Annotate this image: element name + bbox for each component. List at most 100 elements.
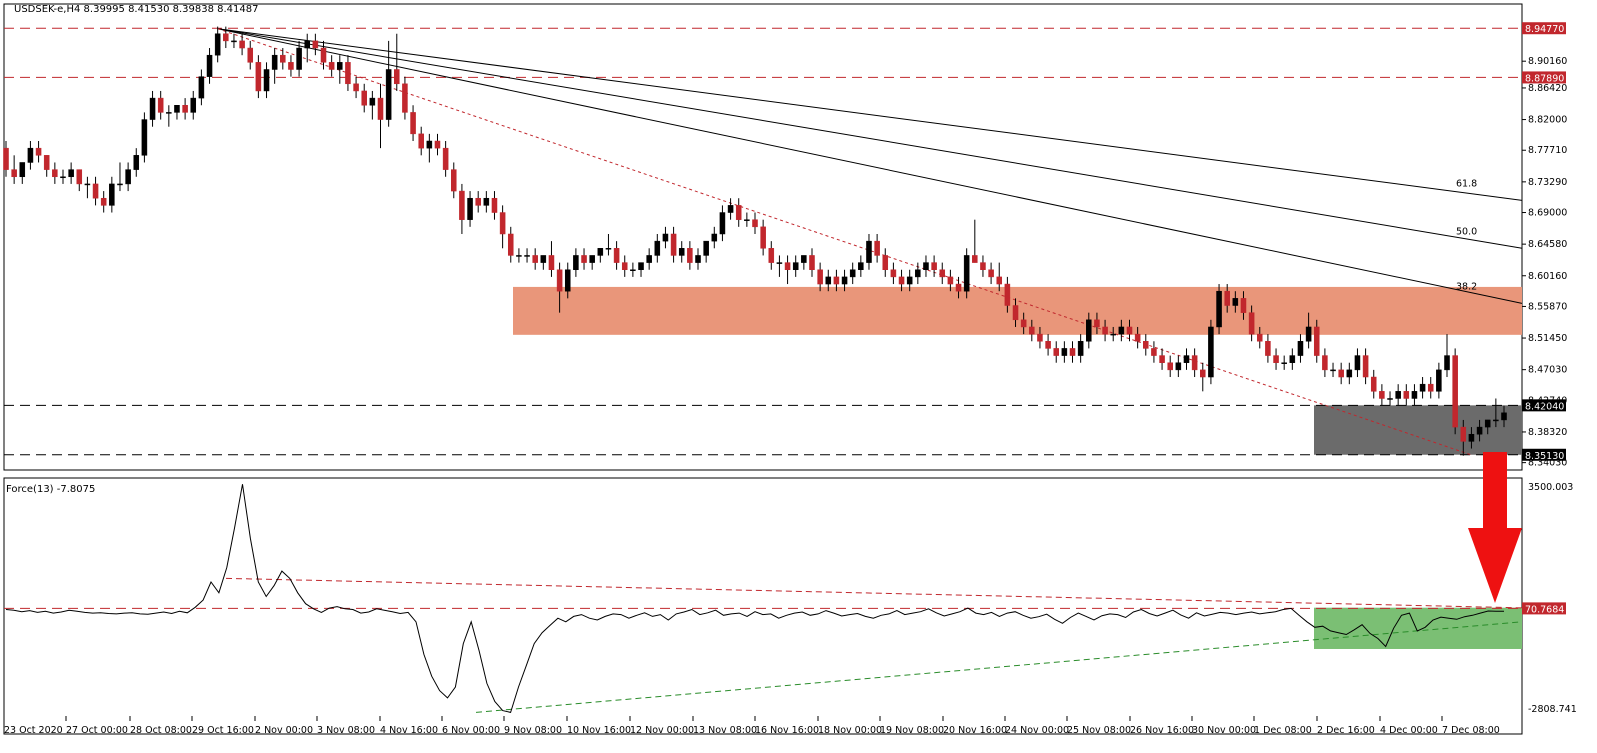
y-tick-label: 8.42740	[1528, 395, 1567, 406]
candle-body	[27, 147, 34, 163]
fib-fan-line	[217, 28, 1523, 249]
candle-body	[817, 269, 823, 285]
candle-body	[605, 248, 612, 250]
indicator-zone	[1314, 607, 1522, 649]
x-tick-label: 9 Nov 08:00	[504, 725, 562, 736]
candle-body	[841, 276, 848, 285]
candle-body	[735, 205, 742, 220]
candle-body	[906, 276, 913, 285]
candle-body	[92, 183, 99, 199]
x-tick-label: 19 Nov 08:00	[880, 725, 944, 736]
candle-body	[1094, 319, 1100, 328]
candle-body	[1493, 419, 1499, 422]
candle-body	[304, 40, 311, 49]
candle-body	[263, 69, 270, 92]
candle-body	[35, 147, 42, 156]
candle-body	[1484, 419, 1491, 428]
candle-body	[157, 97, 164, 113]
indicator-top-label: 3500.003	[1528, 482, 1573, 493]
candle-body	[206, 54, 213, 77]
indicator-bottom-label: -2808.741	[1528, 704, 1577, 715]
candle-body	[288, 62, 294, 70]
candle-body	[1126, 326, 1133, 335]
candle-body	[410, 112, 416, 135]
candle-body	[214, 33, 221, 56]
price-level-label: 8.35130	[1525, 451, 1564, 462]
candle-body	[711, 233, 718, 242]
x-tick-label: 2 Nov 00:00	[255, 725, 313, 736]
candle-body	[483, 197, 490, 206]
candle-body	[630, 269, 636, 271]
candle-body	[426, 140, 433, 149]
candle-body	[752, 219, 758, 228]
candle-body	[646, 255, 652, 263]
candle-body	[1330, 369, 1336, 372]
x-tick-label: 26 Nov 16:00	[1130, 725, 1194, 736]
candle-body	[1183, 355, 1190, 363]
candle-body	[1313, 326, 1320, 356]
price-level-label: 8.42040	[1525, 401, 1564, 412]
candle-body	[1159, 355, 1165, 363]
candle-body	[491, 197, 498, 213]
candle-body	[1411, 391, 1418, 399]
candle-body	[100, 197, 107, 206]
candle-body	[377, 97, 384, 120]
candle-body	[239, 40, 245, 49]
candle-body	[638, 262, 644, 270]
candle-body	[255, 62, 262, 92]
main-pane: 61.8 50.0 38.2	[3, 3, 1523, 471]
candle-body	[947, 276, 954, 285]
indicator-level-label: 70.7684	[1525, 604, 1564, 615]
price-level-tag	[1522, 22, 1566, 35]
candle-body	[1053, 348, 1060, 356]
candle-body	[507, 233, 514, 256]
candle-body	[972, 255, 978, 263]
candle-body	[1346, 369, 1353, 378]
candle-body	[1216, 290, 1222, 328]
candle-body	[654, 240, 661, 256]
candle-body	[695, 255, 701, 263]
candle-body	[670, 233, 677, 256]
candle-body	[662, 233, 669, 242]
x-tick-label: 29 Oct 16:00	[192, 725, 254, 736]
candle-body	[1362, 355, 1369, 378]
candle-body	[1151, 348, 1157, 356]
candle-body	[1232, 298, 1239, 306]
candle-body	[328, 62, 335, 70]
candle-body	[1379, 391, 1385, 399]
candle-body	[727, 205, 734, 213]
candle-body	[890, 269, 897, 278]
fib-fan-label: 61.8	[1456, 178, 1477, 189]
candle-body	[1199, 369, 1206, 378]
candle-body	[312, 40, 319, 49]
candle-body	[149, 97, 156, 120]
candle-body	[459, 190, 465, 220]
candle-body	[931, 262, 937, 270]
candle-body	[418, 133, 424, 149]
x-tick-label: 1 Dec 08:00	[1254, 725, 1312, 736]
candle-body	[1004, 283, 1011, 306]
y-tick-label: 8.82000	[1528, 115, 1567, 126]
candle-body	[52, 169, 58, 178]
candle-body	[1240, 298, 1247, 313]
candle-body	[1436, 369, 1442, 392]
candle-body	[1077, 341, 1084, 356]
candle-body	[1305, 326, 1312, 342]
candle-body	[1387, 398, 1393, 400]
chart-header: USDSEK-e,H4 8.39995 8.41530 8.39838 8.41…	[14, 4, 259, 15]
candle-body	[1167, 362, 1173, 371]
candle-body	[1395, 391, 1401, 399]
candle-body	[1403, 391, 1410, 399]
candle-body	[1427, 383, 1434, 392]
candle-body	[719, 212, 726, 235]
y-tick-label: 8.47030	[1528, 365, 1567, 376]
candle-body	[564, 269, 571, 292]
indicator-frame	[3, 477, 1523, 735]
candle-body	[1419, 383, 1426, 392]
candle-body	[1444, 355, 1450, 371]
y-tick-label: 8.38320	[1528, 427, 1567, 438]
candle-body	[882, 255, 889, 270]
candle-body	[182, 105, 188, 113]
candle-body	[915, 269, 921, 278]
y-tick-label: 8.51450	[1528, 333, 1567, 344]
